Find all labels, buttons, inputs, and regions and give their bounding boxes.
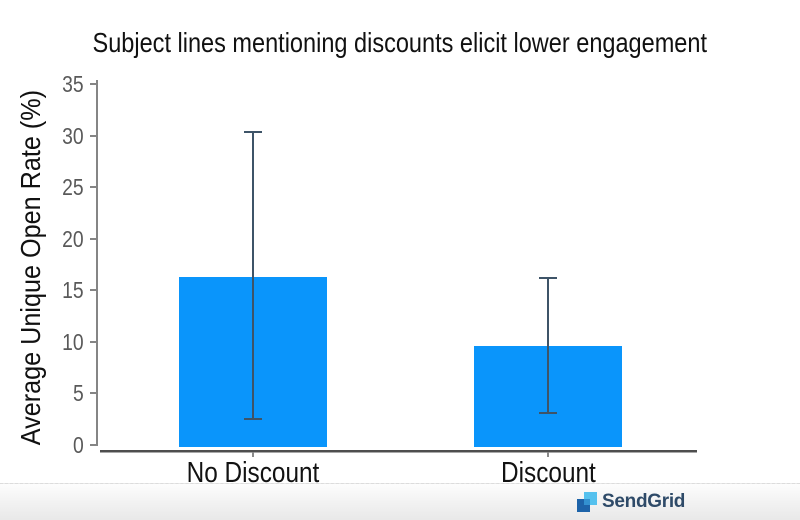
y-tick-35 bbox=[90, 83, 96, 85]
y-tick-5 bbox=[90, 392, 96, 394]
y-axis-line bbox=[96, 80, 98, 446]
error-cap-top-no-discount bbox=[244, 131, 262, 134]
x-tick-discount bbox=[547, 452, 549, 457]
y-tick-label-0: 0 bbox=[14, 433, 84, 457]
logo-square-overlap bbox=[584, 499, 590, 505]
sendgrid-wordmark: SendGrid bbox=[602, 491, 686, 512]
x-axis-line bbox=[100, 450, 697, 452]
error-cap-bottom-discount bbox=[539, 411, 557, 414]
error-cap-bottom-no-discount bbox=[244, 417, 262, 420]
y-tick-label-text: 20 bbox=[62, 225, 84, 252]
y-tick-label-25: 25 bbox=[14, 175, 84, 199]
y-tick-15 bbox=[90, 289, 96, 291]
y-tick-label-10: 10 bbox=[14, 330, 84, 354]
y-tick-label-15: 15 bbox=[14, 278, 84, 302]
y-tick-label-text: 0 bbox=[73, 431, 84, 458]
y-tick-label-text: 25 bbox=[62, 174, 84, 200]
y-tick-label-text: 30 bbox=[62, 122, 84, 149]
error-bar-no-discount bbox=[252, 132, 254, 419]
y-tick-10 bbox=[90, 340, 96, 343]
footer-band bbox=[0, 483, 800, 520]
error-cap-top-discount bbox=[539, 276, 557, 279]
y-tick-label-text: 5 bbox=[73, 380, 84, 406]
y-tick-label-20: 20 bbox=[14, 227, 84, 251]
sendgrid-pixel-icon bbox=[577, 492, 597, 512]
error-bar-discount bbox=[547, 277, 549, 413]
y-tick-25 bbox=[90, 186, 96, 188]
y-tick-label-text: 10 bbox=[62, 328, 84, 355]
chart-title: Subject lines mentioning discounts elici… bbox=[0, 27, 800, 59]
sendgrid-logo: SendGrid bbox=[577, 491, 685, 513]
y-tick-label-30: 30 bbox=[14, 124, 84, 148]
y-tick-label-5: 5 bbox=[14, 381, 84, 405]
y-tick-30 bbox=[90, 134, 96, 137]
y-tick-label-text: 15 bbox=[62, 277, 84, 303]
y-tick-0 bbox=[90, 443, 96, 446]
y-tick-label-35: 35 bbox=[14, 72, 84, 96]
y-tick-label-text: 35 bbox=[62, 71, 84, 97]
y-tick-20 bbox=[90, 237, 96, 240]
chart-title-text: Subject lines mentioning discounts elici… bbox=[92, 27, 708, 58]
x-tick-no-discount bbox=[252, 452, 254, 457]
